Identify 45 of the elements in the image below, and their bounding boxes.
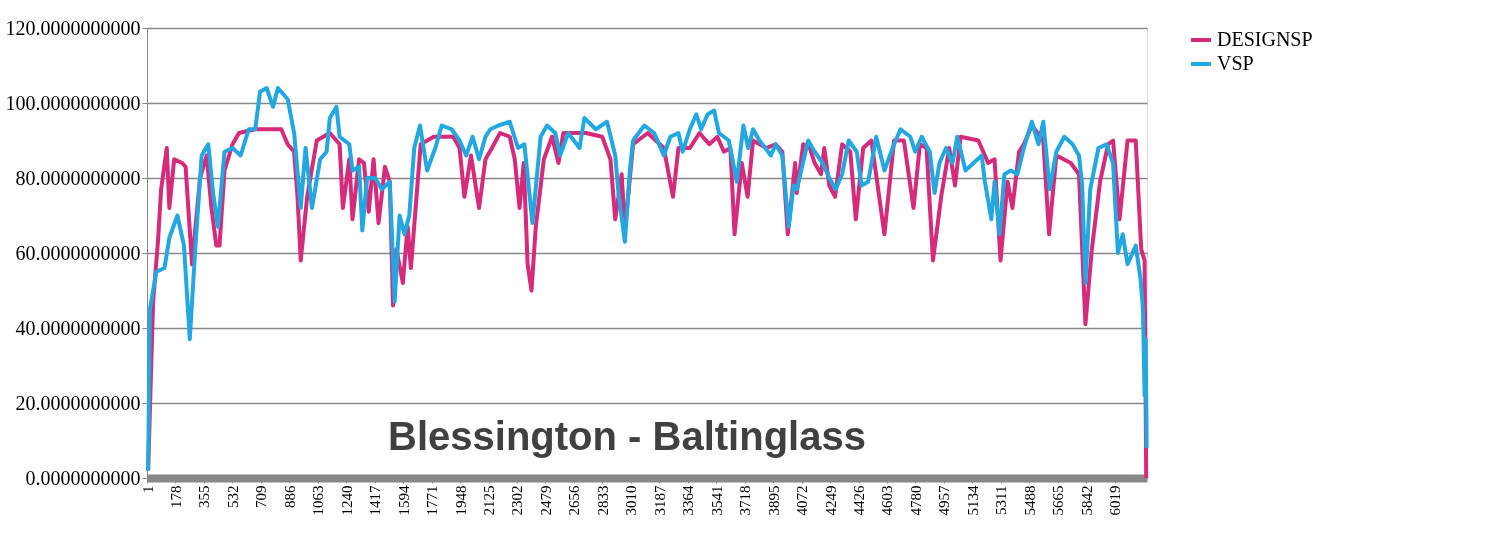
x-tick-label: 5311 [993, 485, 1010, 515]
x-tick-label: 4072 [794, 485, 811, 516]
x-tick-label: 2479 [537, 485, 554, 516]
x-tick-label: 4426 [851, 485, 868, 516]
x-tick-label: 5134 [964, 485, 981, 516]
y-tick-label: 0.0000000000 [25, 466, 141, 489]
x-tick-label: 2125 [481, 485, 498, 516]
x-tick-label: 1948 [452, 485, 469, 516]
y-tick-label: 100.0000000000 [5, 91, 141, 114]
x-tick-label: 3364 [680, 485, 697, 516]
x-tick-label: 4603 [879, 485, 896, 516]
x-tick-label: 886 [281, 485, 298, 508]
text: Blessington - Baltinglass [388, 414, 866, 458]
x-tick-label: 1771 [424, 485, 441, 516]
x-tick-label: 3187 [651, 485, 668, 516]
x-tick-label: 4249 [822, 485, 839, 516]
x-tick-label: 3541 [708, 485, 725, 516]
y-tick-label: 20.0000000000 [15, 391, 141, 414]
x-tick-label: 5842 [1078, 485, 1095, 516]
y-tick-label: 40.0000000000 [15, 316, 141, 339]
x-tick-label: 1240 [338, 485, 355, 516]
y-tick-label: 60.0000000000 [15, 241, 141, 264]
x-tick-label: 6019 [1107, 485, 1124, 516]
x-tick-label: 355 [196, 485, 213, 508]
y-tick-label: 80.0000000000 [15, 166, 141, 189]
y-tick-label: 120.0000000000 [5, 16, 141, 39]
x-tick-label: 1594 [395, 485, 412, 516]
x-tick-label: 178 [167, 485, 184, 508]
x-tick-label: 3718 [737, 485, 754, 516]
x-tick-label: 2656 [566, 485, 583, 516]
x-tick-label: 5665 [1050, 485, 1067, 516]
legend-label: VSP [1217, 52, 1254, 74]
x-tick-label: 4780 [907, 485, 924, 516]
x-tick-label: 532 [224, 485, 241, 508]
x-tick-label: 1 [139, 485, 156, 493]
x-tick-label: 1417 [367, 485, 384, 516]
x-tick-label: 4957 [936, 485, 953, 516]
x-tick-label: 2302 [509, 485, 526, 516]
x-tick-label: 5488 [1021, 485, 1038, 516]
x-tick-label: 1063 [310, 485, 327, 516]
x-tick-label: 709 [253, 485, 270, 508]
legend-label: DESIGNSP [1217, 28, 1313, 50]
x-tick-label: 2833 [594, 485, 611, 516]
x-tick-label: 3010 [623, 485, 640, 516]
x-tick-label: 3895 [765, 485, 782, 516]
